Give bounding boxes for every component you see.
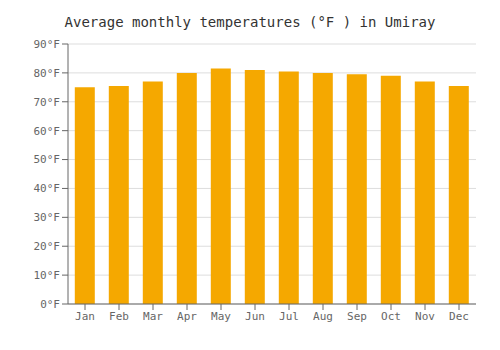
svg-text:Mar: Mar (143, 310, 163, 323)
svg-text:Jun: Jun (245, 310, 265, 323)
svg-text:Aug: Aug (313, 310, 333, 323)
svg-text:50°F: 50°F (34, 153, 61, 166)
svg-text:10°F: 10°F (34, 269, 61, 282)
svg-text:Feb: Feb (109, 310, 129, 323)
html-text:Average monthly temperatures (: Average monthly temperatures (°F ) in Um… (64, 14, 436, 30)
svg-text:80°F: 80°F (34, 67, 61, 80)
svg-text:0°F: 0°F (40, 298, 60, 311)
svg-text:60°F: 60°F (34, 125, 61, 138)
svg-text:90°F: 90°F (34, 38, 61, 51)
svg-text:May: May (211, 310, 231, 323)
svg-text:70°F: 70°F (34, 96, 61, 109)
svg-text:20°F: 20°F (34, 240, 61, 253)
svg-text:Nov: Nov (415, 310, 435, 323)
svg-text:Dec: Dec (449, 310, 469, 323)
svg-text:30°F: 30°F (34, 211, 61, 224)
svg-text:Jul: Jul (279, 310, 299, 323)
svg-text:Sep: Sep (347, 310, 367, 323)
svg-text:40°F: 40°F (34, 182, 61, 195)
svg-text:Oct: Oct (381, 310, 401, 323)
svg-text:Apr: Apr (177, 310, 197, 323)
svg-text:Jan: Jan (75, 310, 95, 323)
